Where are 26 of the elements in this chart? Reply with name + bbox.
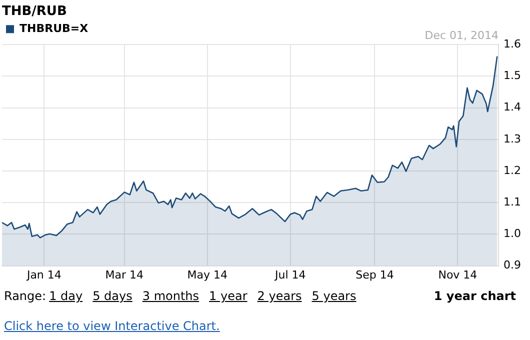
x-tick-label: Mar 14 — [105, 268, 144, 282]
y-tick-label: 1.6 — [504, 37, 522, 50]
y-tick-label: 1.2 — [504, 164, 522, 177]
x-tick-label: Jul 14 — [274, 268, 306, 282]
text: 5 days — [92, 289, 132, 303]
x-tick-label: May 14 — [187, 268, 228, 282]
text: Range: — [4, 289, 46, 303]
text: 1 year chart — [434, 289, 516, 303]
y-tick-label: 1.0 — [504, 227, 522, 240]
chart-title: THB/RUB — [2, 4, 67, 20]
text: 1 day — [49, 289, 83, 303]
x-tick-label: Jan 14 — [26, 268, 62, 282]
text: 3 months — [142, 289, 200, 303]
x-tick-label: Nov 14 — [438, 268, 478, 282]
text: Click here to view Interactive Chart. — [4, 319, 220, 333]
y-tick-label: 1.5 — [504, 69, 522, 82]
y-tick-label: 1.3 — [504, 132, 522, 146]
legend-label: THBRUB=X — [20, 22, 89, 35]
text: 2 years — [257, 289, 302, 303]
x-tick-label: Sep 14 — [356, 268, 394, 282]
y-tick-label: 1.4 — [504, 100, 522, 114]
y-tick-label: 0.9 — [504, 258, 522, 272]
text: 1 year — [209, 289, 248, 303]
y-tick-label: 1.1 — [504, 195, 522, 208]
text: 5 years — [312, 289, 356, 303]
text: Dec 01, 2014 — [424, 28, 499, 42]
